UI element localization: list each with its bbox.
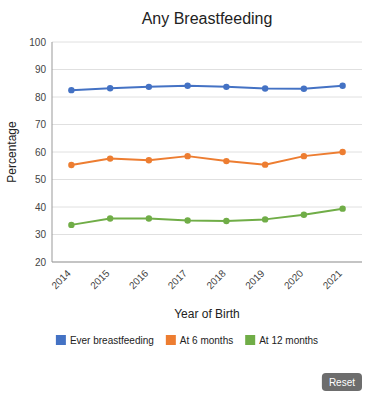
x-tick-label: 2017 bbox=[166, 267, 190, 291]
point bbox=[262, 85, 268, 91]
point bbox=[184, 153, 190, 159]
point bbox=[301, 212, 307, 218]
reset-background bbox=[322, 373, 362, 391]
point bbox=[107, 85, 113, 91]
legend-swatch bbox=[56, 335, 66, 345]
point bbox=[107, 215, 113, 221]
x-tick-label: 2021 bbox=[321, 267, 345, 291]
legend: Ever breastfeeding At 6 months At 12 month… bbox=[56, 335, 318, 346]
y-tick-label: 60 bbox=[35, 147, 47, 158]
plot-area bbox=[68, 83, 346, 229]
point bbox=[223, 158, 229, 164]
y-tick-label: 80 bbox=[35, 92, 47, 103]
point bbox=[68, 162, 74, 168]
point bbox=[107, 155, 113, 161]
point bbox=[339, 83, 345, 89]
grid-line bbox=[52, 152, 362, 153]
annotation: Reset bbox=[329, 377, 355, 388]
legend-swatch bbox=[245, 335, 255, 345]
y-axis-label: Percentage bbox=[5, 121, 19, 183]
legend-swatch bbox=[166, 335, 176, 345]
point bbox=[339, 205, 345, 211]
legend-item: At 6 months bbox=[166, 335, 233, 346]
point bbox=[262, 161, 268, 167]
grid-line bbox=[52, 97, 362, 98]
legend-label: Ever breastfeeding bbox=[70, 335, 154, 346]
grid bbox=[52, 42, 362, 262]
x-axis bbox=[52, 262, 362, 263]
y-tick-label: 100 bbox=[29, 37, 46, 48]
chart: Any Breastfeeding 20 30 40 50 60 70 80 90 100 2014… bbox=[0, 0, 374, 405]
point bbox=[262, 216, 268, 222]
series-line bbox=[71, 152, 342, 165]
x-tick-label: 2019 bbox=[243, 267, 267, 291]
legend-item: Ever breastfeeding bbox=[56, 335, 154, 346]
grid-line bbox=[52, 262, 362, 263]
y-tick-label: 30 bbox=[35, 229, 47, 240]
y-tick-label: 90 bbox=[35, 64, 47, 75]
x-tick-label: 2015 bbox=[88, 267, 112, 291]
y-tick-label: 40 bbox=[35, 202, 47, 213]
title: Any Breastfeeding bbox=[142, 10, 273, 27]
grid-line bbox=[52, 124, 362, 125]
grid-line bbox=[52, 179, 362, 180]
point bbox=[223, 84, 229, 90]
point bbox=[68, 87, 74, 93]
legend-label: At 12 months bbox=[259, 335, 318, 346]
x-tick-label: 2014 bbox=[49, 267, 73, 291]
grid-line bbox=[52, 69, 362, 70]
x-axis-label: Year of Birth bbox=[174, 307, 240, 321]
legend-item: At 12 months bbox=[245, 335, 318, 346]
point bbox=[339, 149, 345, 155]
reset-button: Reset bbox=[322, 373, 362, 391]
y-tick-label: 20 bbox=[35, 257, 47, 268]
legend-label: At 6 months bbox=[180, 335, 233, 346]
grid-line bbox=[52, 42, 362, 43]
x-tick-label: 2018 bbox=[204, 267, 228, 291]
point bbox=[68, 222, 74, 228]
point bbox=[301, 153, 307, 159]
point bbox=[146, 84, 152, 90]
point bbox=[146, 157, 152, 163]
y-tick-label: 70 bbox=[35, 119, 47, 130]
point bbox=[184, 83, 190, 89]
x-tick-label: 2016 bbox=[127, 267, 151, 291]
point bbox=[184, 217, 190, 223]
grid-line bbox=[52, 234, 362, 235]
y-axis bbox=[52, 42, 53, 262]
y-tick-label: 50 bbox=[35, 174, 47, 185]
series-line bbox=[71, 209, 342, 225]
grid-line bbox=[52, 207, 362, 208]
point bbox=[146, 215, 152, 221]
point bbox=[301, 86, 307, 92]
point bbox=[223, 218, 229, 224]
x-tick-label: 2020 bbox=[282, 267, 306, 291]
